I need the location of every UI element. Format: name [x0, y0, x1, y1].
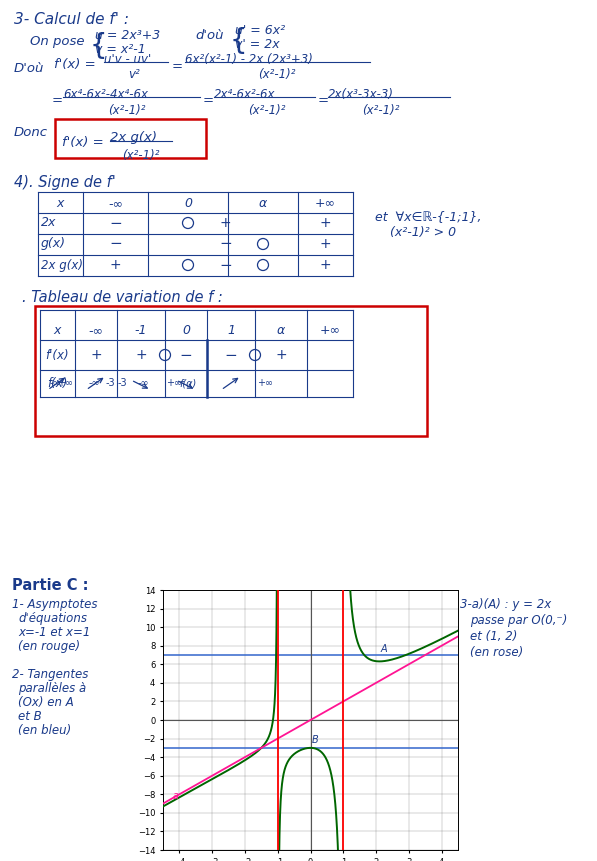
Text: −: −	[109, 215, 122, 231]
Text: f'(x): f'(x)	[46, 349, 69, 362]
Text: =: =	[203, 94, 214, 107]
Text: +: +	[319, 258, 331, 272]
Text: x: x	[57, 197, 64, 210]
Text: d'équations: d'équations	[18, 612, 87, 625]
Text: v = x²-1: v = x²-1	[95, 43, 146, 56]
Text: Partie C :: Partie C :	[12, 578, 88, 593]
Text: passe par O(0,⁻): passe par O(0,⁻)	[470, 614, 567, 627]
Text: {: {	[230, 27, 248, 55]
Text: +∞: +∞	[315, 197, 336, 210]
Text: +: +	[220, 216, 231, 230]
Text: 0: 0	[184, 197, 192, 210]
Text: -∞: -∞	[88, 378, 100, 388]
Text: +: +	[319, 216, 331, 230]
Text: . Tableau de variation de f :: . Tableau de variation de f :	[22, 290, 223, 305]
Text: −: −	[219, 257, 232, 272]
Text: =: =	[172, 60, 183, 73]
Text: +: +	[319, 237, 331, 251]
Text: -1: -1	[135, 324, 147, 337]
Text: -∞: -∞	[50, 378, 61, 388]
Text: et B: et B	[18, 710, 42, 723]
Text: 2x g(x): 2x g(x)	[110, 131, 157, 144]
Text: x=-1 et x=1: x=-1 et x=1	[18, 626, 90, 639]
Text: B: B	[312, 735, 319, 746]
Text: (Ox) en A: (Ox) en A	[18, 696, 74, 709]
Text: -∞: -∞	[108, 197, 123, 210]
Text: et (1, 2): et (1, 2)	[470, 630, 518, 643]
Text: +: +	[90, 348, 102, 362]
Text: +: +	[275, 348, 287, 362]
Text: =: =	[318, 94, 329, 107]
Text: (x²-1)²: (x²-1)²	[362, 104, 399, 117]
Text: -∞: -∞	[88, 324, 103, 337]
Text: −: −	[109, 237, 122, 251]
Text: α: α	[277, 324, 285, 337]
Text: f'(x) =: f'(x) =	[62, 136, 104, 149]
Text: d'où: d'où	[195, 29, 223, 42]
Text: A: A	[381, 644, 387, 654]
Text: et  ∀x∈ℝ-{-1;1},: et ∀x∈ℝ-{-1;1},	[375, 210, 482, 223]
Text: (en rouge): (en rouge)	[18, 640, 80, 653]
Text: parallèles à: parallèles à	[18, 682, 86, 695]
Text: (x²-1)² > 0: (x²-1)² > 0	[390, 226, 456, 239]
Text: 0: 0	[182, 324, 190, 337]
Text: (en rose): (en rose)	[470, 646, 523, 659]
Text: 1- Asymptotes: 1- Asymptotes	[12, 598, 97, 611]
Text: v²: v²	[128, 68, 140, 81]
Text: (en bleu): (en bleu)	[18, 724, 71, 737]
Text: f(x): f(x)	[47, 376, 67, 389]
Text: 3- Calcul de f' :: 3- Calcul de f' :	[14, 12, 129, 27]
Text: f'(x) =: f'(x) =	[54, 58, 96, 71]
Text: u = 2x³+3: u = 2x³+3	[95, 29, 160, 42]
Text: u'v - uv': u'v - uv'	[104, 53, 151, 66]
Text: (x²-1)²: (x²-1)²	[108, 104, 146, 117]
Text: a: a	[173, 791, 179, 801]
Text: (x²-1)²: (x²-1)²	[258, 68, 296, 81]
Text: 6x²(x²-1) - 2x (2x³+3): 6x²(x²-1) - 2x (2x³+3)	[185, 53, 313, 66]
Text: +∞: +∞	[257, 378, 273, 388]
Text: v' = 2x: v' = 2x	[235, 38, 279, 51]
Text: +∞: +∞	[57, 378, 73, 388]
Text: f(α): f(α)	[179, 378, 196, 388]
Text: 4). Signe de f': 4). Signe de f'	[14, 175, 116, 190]
Text: On pose: On pose	[30, 35, 85, 48]
Text: 2x(x³-3x-3): 2x(x³-3x-3)	[328, 88, 394, 101]
Text: 2- Tangentes: 2- Tangentes	[12, 668, 88, 681]
Text: =: =	[52, 94, 63, 107]
Text: (x²-1)²: (x²-1)²	[248, 104, 285, 117]
Text: +∞: +∞	[319, 324, 340, 337]
Text: 2x g(x): 2x g(x)	[41, 258, 83, 271]
Text: -∞: -∞	[137, 378, 149, 388]
Text: −: −	[219, 237, 232, 251]
Text: −: −	[180, 348, 192, 362]
Text: (x²-1)²: (x²-1)²	[122, 149, 159, 162]
Text: Donc: Donc	[14, 126, 48, 139]
Text: 3-a)(A) : y = 2x: 3-a)(A) : y = 2x	[460, 598, 551, 611]
Text: −: −	[224, 348, 238, 362]
Text: 2x: 2x	[41, 216, 56, 230]
Text: +: +	[110, 258, 121, 272]
Text: +: +	[135, 348, 147, 362]
Text: -3: -3	[118, 378, 128, 388]
Text: u' = 6x²: u' = 6x²	[235, 24, 285, 37]
Text: 2x⁴-6x²-6x: 2x⁴-6x²-6x	[214, 88, 275, 101]
Text: {: {	[90, 32, 107, 60]
Text: x: x	[54, 324, 61, 337]
Text: α: α	[259, 197, 267, 210]
Text: g(x): g(x)	[41, 238, 66, 251]
Text: -3: -3	[106, 378, 115, 388]
Text: +∞: +∞	[166, 378, 182, 388]
Text: 1: 1	[227, 324, 235, 337]
Text: 6x⁴-6x²-4x⁴-6x: 6x⁴-6x²-4x⁴-6x	[63, 88, 148, 101]
Text: D'où: D'où	[14, 62, 44, 75]
